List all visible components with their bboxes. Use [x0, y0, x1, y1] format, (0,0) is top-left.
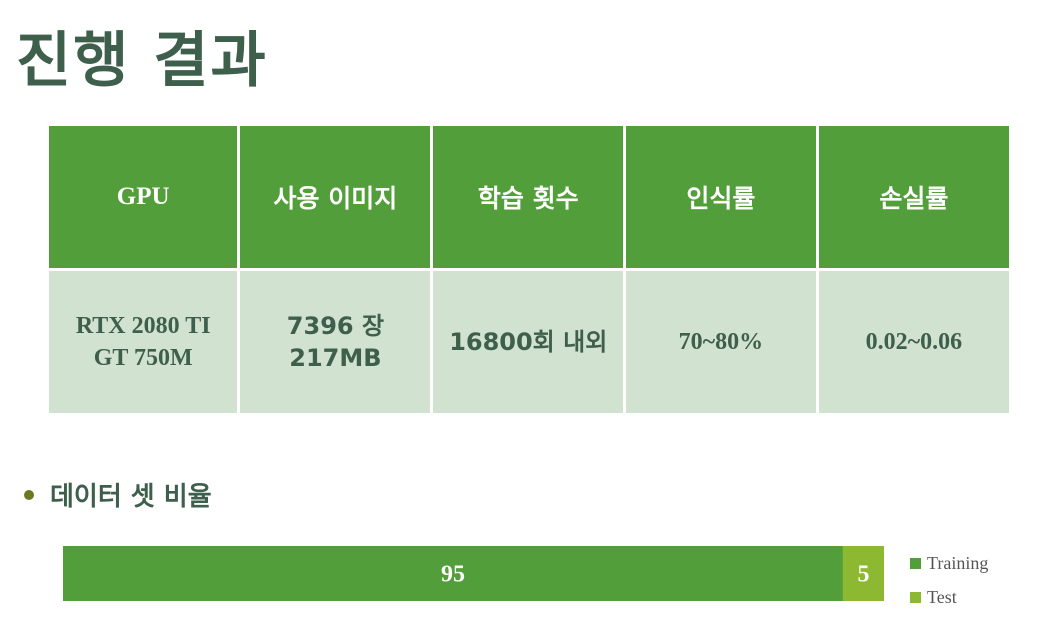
bullet-icon [24, 489, 34, 500]
cell-line: 217MB [289, 344, 382, 372]
section-heading: 데이터 셋 비율 [24, 476, 212, 513]
legend-label: Test [927, 586, 957, 607]
data-label-test: 5 [857, 562, 869, 588]
cell-loss: 0.02~0.06 [815, 268, 1013, 416]
cell-line: 7396 장 [286, 312, 385, 340]
dataset-ratio-chart: 95 5 [63, 546, 884, 601]
cell-gpu: RTX 2080 TI GT 750M [45, 268, 241, 416]
legend-item-training: Training [910, 546, 988, 580]
table-header-row: GPU 사용 이미지 학습 횟수 인식률 손실률 [45, 123, 1013, 271]
table-row: RTX 2080 TI GT 750M 7396 장 217MB 16800회 내외… [45, 268, 1013, 416]
chart-legend: Training Test [910, 546, 988, 614]
cell-line: 70~80% [678, 329, 764, 355]
legend-label: Training [927, 552, 989, 573]
bar-segment-test [842, 546, 884, 601]
cell-line: GT 750M [93, 345, 193, 371]
header-images: 사용 이미지 [237, 123, 434, 271]
data-label-training: 95 [441, 562, 465, 588]
cell-line: 16800회 내외 [449, 328, 608, 356]
page-title: 진행 결과 [16, 26, 268, 96]
cell-accuracy: 70~80% [623, 268, 819, 416]
bar-segment-training [63, 546, 843, 601]
legend-swatch [910, 557, 921, 569]
header-gpu: GPU [45, 123, 241, 271]
header-iterations: 학습 횟수 [430, 123, 627, 271]
header-loss: 손실률 [815, 123, 1013, 271]
cell-images: 7396 장 217MB [237, 268, 434, 416]
section-label: 데이터 셋 비율 [50, 482, 212, 512]
cell-line: RTX 2080 TI [75, 313, 211, 339]
cell-line: 0.02~0.06 [865, 329, 963, 355]
legend-swatch [910, 591, 921, 603]
results-table: GPU 사용 이미지 학습 횟수 인식률 손실률 RTX 2080 TI GT 7… [45, 123, 1013, 416]
cell-iterations: 16800회 내외 [430, 268, 627, 416]
legend-item-test: Test [910, 580, 988, 614]
header-accuracy: 인식률 [623, 123, 819, 271]
